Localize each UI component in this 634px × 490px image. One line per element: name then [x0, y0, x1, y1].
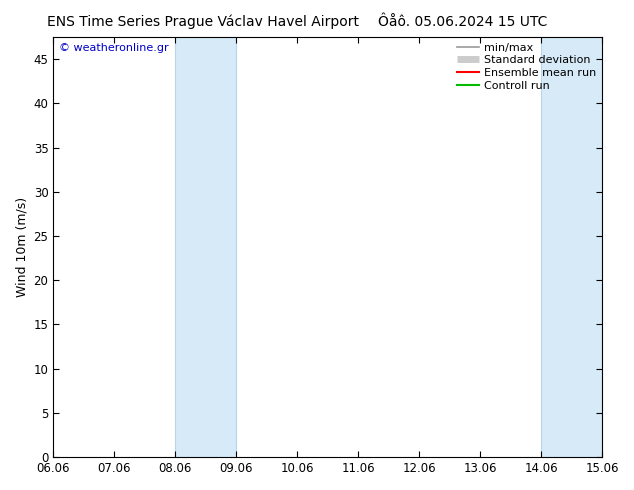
Bar [175, 37, 236, 457]
Text: Ôåô. 05.06.2024 15 UTC: Ôåô. 05.06.2024 15 UTC [378, 15, 548, 29]
Bar [541, 37, 602, 457]
Text: © weatheronline.gr: © weatheronline.gr [59, 43, 169, 53]
Text: ENS Time Series Prague Václav Havel Airport: ENS Time Series Prague Václav Havel Airp… [47, 15, 359, 29]
Y-axis label: Wind 10m (m/s): Wind 10m (m/s) [15, 197, 28, 297]
Legend: min/max, Standard deviation, Ensemble mean run, Controll run: min/max, Standard deviation, Ensemble me… [456, 43, 597, 91]
